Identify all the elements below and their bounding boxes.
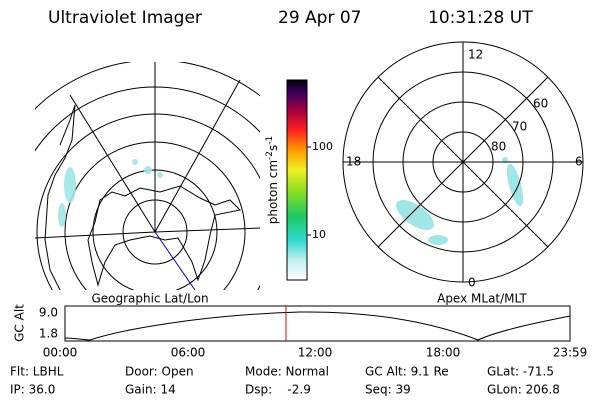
unit-part: s [266, 145, 280, 151]
altitude-curve [64, 311, 571, 341]
status-field: Door: Open [125, 365, 194, 379]
color-tick-label: 10 [312, 228, 326, 241]
status-field: IP: 36.0 [10, 383, 55, 397]
unit-sup: -1 [265, 136, 275, 145]
alt-xtick: 00:00 [43, 346, 78, 360]
alt-xtick: 06:00 [171, 346, 206, 360]
mlt-caption: Apex MLat/MLT [437, 292, 527, 306]
alt-ytick: 1.8 [39, 327, 58, 341]
status: Flt: LBHL Door: Open Mode: Normal GC Alt: 9… [10, 365, 560, 397]
alt-ytick: 9.0 [39, 306, 58, 320]
date: 29 Apr 07 [278, 8, 361, 28]
unit-part: photon cm [266, 160, 280, 224]
alt-xtick: 12:00 [298, 346, 333, 360]
status-field: GLon: 206.8 [487, 383, 560, 397]
altitude-frame [64, 305, 571, 342]
status-field: GC Alt: 9.1 Re [365, 365, 449, 379]
geo-map [35, 62, 260, 290]
status-field: Gain: 14 [125, 383, 176, 397]
mlt-label: 0 [468, 276, 476, 290]
alt-xtick: 23:59 [553, 346, 588, 360]
status-field: Dsp: -2.9 [245, 383, 311, 397]
mlt-label: 18 [346, 155, 361, 169]
title: Ultraviolet Imager [48, 8, 202, 28]
mlt-map [342, 41, 584, 283]
status-field: Seq: 39 [365, 383, 411, 397]
time: 10:31:28 UT [428, 8, 533, 28]
lat-label: 70 [512, 120, 527, 134]
color-unit: photon cm-2s-1 [265, 136, 280, 225]
geo-caption: Geographic Lat/Lon [91, 292, 208, 306]
color-tick-label: 100 [312, 140, 333, 153]
color-bar [286, 79, 308, 281]
alt-xtick: 18:00 [426, 346, 461, 360]
mlt-label: 6 [575, 155, 583, 169]
lat-label: 80 [491, 140, 506, 154]
status-field: GLat: -71.5 [487, 365, 554, 379]
mlt-label: 12 [468, 48, 483, 62]
unit-sup: -2 [265, 151, 275, 160]
status-field: Mode: Normal [245, 365, 329, 379]
status-field: Flt: LBHL [10, 365, 64, 379]
lat-label: 60 [533, 97, 548, 111]
alt-ylabel: GC Alt [13, 304, 27, 342]
